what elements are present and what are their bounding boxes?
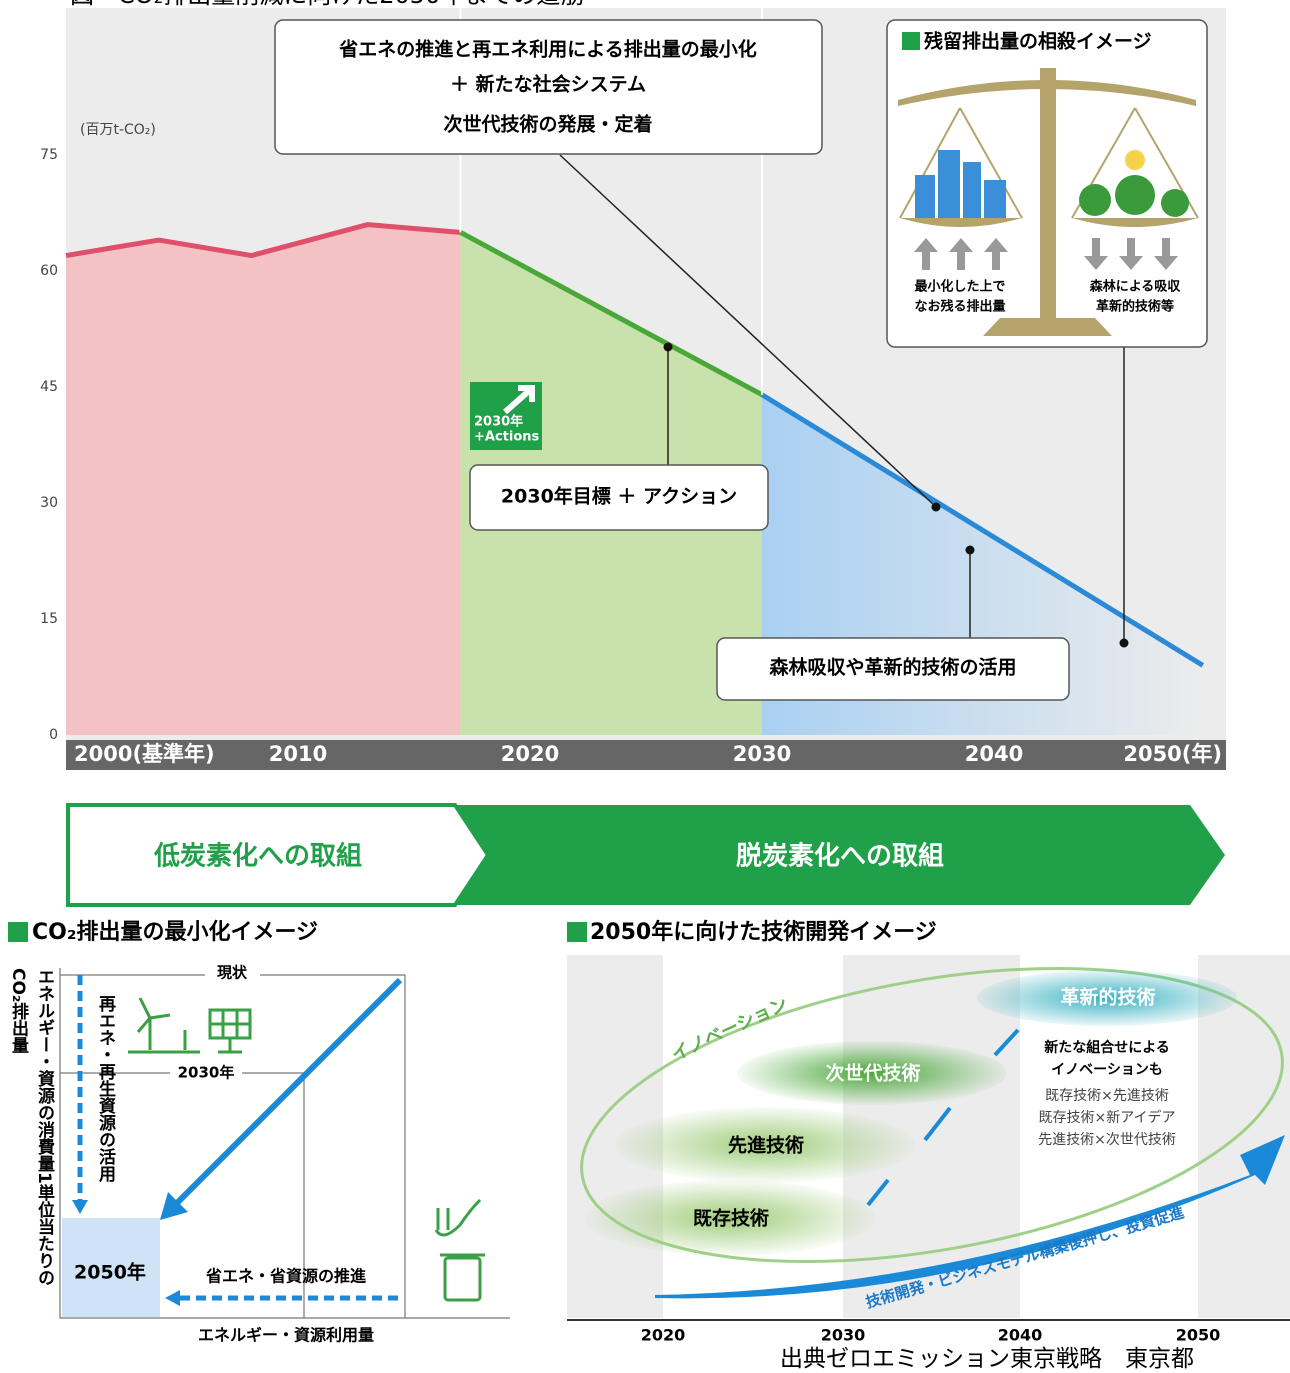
balance-label: 革新的技術等 — [1096, 299, 1174, 315]
title-marker — [902, 32, 920, 50]
tech-level: 先進技術 — [728, 1134, 804, 1157]
annotation-box — [274, 19, 823, 155]
annotation: 次世代技術の発展・定着 — [443, 113, 652, 136]
y-tick-label: 75 — [40, 147, 58, 163]
x-tick-label: 2030 — [733, 742, 791, 766]
mini-y-label: CO₂排出量 — [8, 968, 29, 1053]
title-marker — [8, 922, 28, 942]
y-tick-label: 30 — [40, 495, 58, 511]
icons — [128, 997, 485, 1302]
tech-note: 先進技術×次世代技術 — [1038, 1132, 1176, 1148]
tech-note: イノベーションも — [1051, 1062, 1163, 1078]
tech-year: 2050 — [1176, 1326, 1221, 1345]
line — [459, 230, 764, 397]
arrowhead — [160, 1192, 188, 1220]
mini-label: 2030年 — [178, 1064, 235, 1082]
balance-scale — [898, 68, 1199, 336]
x-tick-label: 2020 — [501, 742, 559, 766]
y-tick-label: 15 — [40, 611, 58, 627]
annotation: 森林吸収や革新的技術の活用 — [769, 656, 1016, 679]
mini-label: 再エネ・再生資源の活用 — [95, 995, 116, 1183]
y-tick-label: 45 — [40, 379, 58, 395]
tech-level: 次世代技術 — [825, 1062, 920, 1085]
tech-note: 既存技術×先進技術 — [1045, 1088, 1169, 1104]
x-axis-bar — [66, 740, 1226, 770]
mini-label: 省エネ・省資源の推進 — [205, 1267, 366, 1286]
annotation: 省エネの推進と再エネ利用による排出量の最小化 — [338, 38, 756, 61]
source: 出典ゼロエミッション東京戦略 東京都 — [780, 1346, 1194, 1372]
balance-label: 森林による吸収 — [1090, 279, 1182, 295]
innovation-ring — [580, 966, 1284, 1264]
anchor-dots — [663, 342, 1129, 648]
arrowhead — [72, 1200, 88, 1214]
mini-x-label: エネルギー・資源利用量 — [198, 1326, 374, 1345]
phase-label: 脱炭素化への取組 — [736, 841, 944, 872]
mini-label: 2050年 — [74, 1261, 146, 1284]
x-tick-label: 2040 — [965, 742, 1023, 766]
annotation-box — [716, 637, 1070, 701]
annotation: 2030年目標 ＋ アクション — [501, 485, 737, 508]
line — [760, 392, 1205, 668]
badge-text: 2030年 — [474, 414, 523, 430]
arrowhead — [165, 1290, 180, 1306]
tech-ellipse — [737, 1041, 1007, 1105]
tech-level: 既存技術 — [693, 1207, 769, 1230]
diagonal-arrow — [172, 977, 403, 1208]
mini-y-label: エネルギー・資源の消費量1単位当たりの — [34, 968, 55, 1286]
tech-level: 革新的技術 — [1060, 986, 1155, 1009]
mini-label: 現状 — [217, 964, 248, 982]
progress-arrow — [655, 1135, 1285, 1299]
annotation: ＋ 新たな社会システム — [450, 73, 646, 96]
tech-note: 既存技術×新アイデア — [1038, 1109, 1175, 1126]
badge-arrow — [503, 385, 535, 415]
x-tick-label: 2010 — [269, 742, 327, 766]
y-tick-label: 60 — [40, 263, 58, 279]
area — [66, 224, 461, 735]
decarbon-arrow — [455, 805, 1225, 905]
badge-text: +Actions — [474, 430, 540, 445]
phase-label: 低炭素化への取組 — [153, 841, 362, 872]
balance-label: 最小化した上で — [914, 279, 1005, 295]
y-tick-label: 0 — [49, 727, 58, 743]
page-title: 図 CO₂排出量削減に向けた2050年までの道筋 — [70, 0, 584, 9]
tech-ellipse — [977, 970, 1237, 1026]
x-tick-label: 2000(基準年) — [74, 742, 215, 766]
panel-title: CO₂排出量の最小化イメージ — [32, 919, 318, 945]
tech-year: 2020 — [641, 1326, 686, 1345]
label-bg — [205, 962, 260, 984]
goal-area — [62, 1218, 160, 1317]
tech-ellipse — [585, 1180, 875, 1256]
title-marker — [567, 922, 587, 942]
connectors — [559, 154, 1125, 643]
tech-year: 2030 — [821, 1326, 866, 1345]
tech-ellipse — [615, 1107, 915, 1183]
annotation-box — [469, 464, 769, 531]
balance-title: 残留排出量の相殺イメージ — [924, 30, 1152, 53]
mini-axes — [59, 968, 510, 1319]
tech-note: 新たな組合せによる — [1044, 1039, 1170, 1056]
panel-title: 2050年に向けた技術開発イメージ — [590, 919, 937, 945]
balance-label: なお残る排出量 — [914, 299, 1005, 315]
label-bg — [170, 1062, 242, 1084]
y-axis-label: (百万t-CO₂) — [80, 122, 156, 138]
x-tick-label: 2050(年) — [1123, 742, 1222, 766]
tech-year: 2040 — [998, 1326, 1043, 1345]
link-arrows — [866, 1028, 1020, 1207]
line — [65, 222, 461, 259]
